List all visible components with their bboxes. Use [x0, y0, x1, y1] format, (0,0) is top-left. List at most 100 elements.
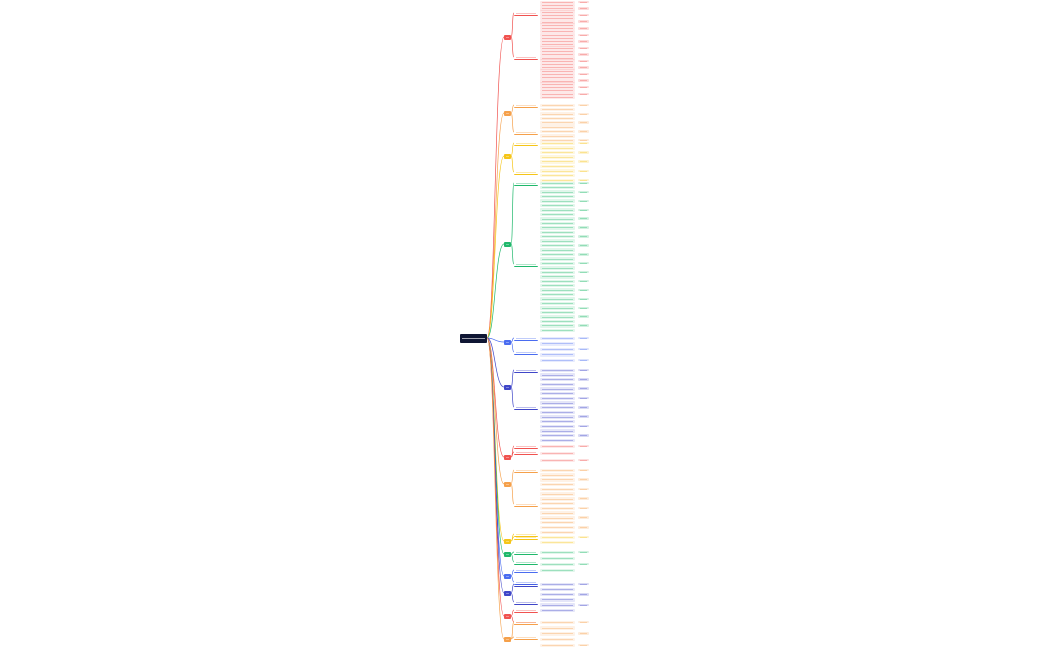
leaf-tag[interactable] [578, 20, 589, 23]
leaf-tag[interactable] [578, 396, 589, 400]
leaf-tag[interactable] [578, 526, 589, 529]
branch-node[interactable] [504, 454, 511, 460]
branch-node[interactable] [504, 34, 511, 40]
sub-label[interactable] [514, 263, 538, 267]
leaf-tag[interactable] [578, 387, 589, 390]
leaf-item[interactable] [540, 368, 575, 372]
sub-label[interactable] [514, 621, 538, 625]
leaf-item[interactable] [540, 33, 575, 37]
leaf-item[interactable] [540, 125, 575, 129]
leaf-item[interactable] [540, 217, 575, 221]
leaf-item[interactable] [540, 310, 575, 315]
leaf-item[interactable] [540, 608, 575, 612]
leaf-item[interactable] [540, 506, 575, 511]
sub-label[interactable] [514, 56, 538, 60]
leaf-tag[interactable] [578, 288, 589, 292]
sub-label[interactable] [514, 469, 538, 473]
leaf-tag[interactable] [578, 279, 589, 283]
leaf-item[interactable] [540, 150, 575, 155]
leaf-item[interactable] [540, 568, 575, 572]
leaf-item[interactable] [540, 424, 575, 428]
leaf-item[interactable] [540, 444, 575, 448]
leaf-item[interactable] [540, 82, 575, 86]
leaf-item[interactable] [540, 88, 575, 93]
leaf-item[interactable] [540, 43, 575, 47]
leaf-tag[interactable] [578, 66, 589, 69]
leaf-item[interactable] [540, 146, 575, 150]
leaf-item[interactable] [540, 178, 575, 182]
leaf-item[interactable] [540, 62, 575, 67]
leaf-item[interactable] [540, 239, 575, 243]
leaf-tag[interactable] [578, 306, 589, 310]
leaf-item[interactable] [540, 637, 575, 642]
leaf-tag[interactable] [578, 40, 589, 43]
leaf-item[interactable] [540, 79, 575, 83]
leaf-item[interactable] [540, 315, 575, 319]
leaf-tag[interactable] [578, 33, 589, 37]
leaf-tag[interactable] [578, 178, 589, 182]
sub-label[interactable] [514, 351, 538, 355]
leaf-item[interactable] [540, 419, 575, 424]
leaf-item[interactable] [540, 0, 575, 4]
leaf-item[interactable] [540, 266, 575, 270]
leaf-item[interactable] [540, 52, 575, 57]
branch-node[interactable] [504, 481, 511, 487]
leaf-item[interactable] [540, 324, 575, 328]
leaf-item[interactable] [540, 643, 575, 647]
leaf-item[interactable] [540, 173, 575, 178]
leaf-item[interactable] [540, 582, 575, 586]
leaf-tag[interactable] [578, 217, 589, 220]
leaf-tag[interactable] [578, 13, 589, 17]
branch-node[interactable] [504, 551, 511, 557]
leaf-item[interactable] [540, 116, 575, 121]
leaf-item[interactable] [540, 138, 575, 142]
sub-label[interactable] [514, 337, 538, 341]
leaf-item[interactable] [540, 164, 575, 169]
leaf-tag[interactable] [578, 378, 589, 381]
leaf-tag[interactable] [578, 497, 589, 500]
sub-label[interactable] [514, 551, 538, 555]
sub-label[interactable] [514, 451, 538, 455]
leaf-tag[interactable] [578, 190, 589, 194]
branch-node[interactable] [504, 613, 511, 619]
leaf-item[interactable] [540, 405, 575, 410]
leaf-tag[interactable] [578, 270, 589, 274]
leaf-item[interactable] [540, 603, 575, 607]
leaf-tag[interactable] [578, 0, 589, 4]
leaf-tag[interactable] [578, 506, 589, 510]
leaf-item[interactable] [540, 23, 575, 27]
leaf-item[interactable] [540, 36, 575, 41]
leaf-tag[interactable] [578, 458, 589, 462]
leaf-tag[interactable] [578, 632, 589, 635]
branch-node[interactable] [504, 384, 511, 390]
leaf-tag[interactable] [578, 112, 589, 116]
leaf-item[interactable] [540, 95, 575, 99]
leaf-item[interactable] [540, 3, 575, 8]
leaf-item[interactable] [540, 396, 575, 400]
leaf-item[interactable] [540, 288, 575, 292]
leaf-item[interactable] [540, 194, 575, 199]
leaf-tag[interactable] [578, 593, 589, 596]
leaf-tag[interactable] [578, 130, 589, 133]
leaf-tag[interactable] [578, 226, 589, 229]
root-node[interactable] [460, 334, 487, 343]
leaf-item[interactable] [540, 592, 575, 597]
leaf-item[interactable] [540, 26, 575, 31]
leaf-item[interactable] [540, 336, 575, 340]
leaf-item[interactable] [540, 10, 575, 14]
leaf-item[interactable] [540, 29, 575, 34]
leaf-tag[interactable] [578, 199, 589, 203]
leaf-tag[interactable] [578, 358, 589, 362]
leaf-item[interactable] [540, 20, 575, 24]
leaf-tag[interactable] [578, 59, 589, 63]
leaf-item[interactable] [540, 248, 575, 252]
leaf-tag[interactable] [578, 72, 589, 76]
leaf-item[interactable] [540, 103, 575, 107]
sub-label[interactable] [514, 12, 538, 16]
leaf-item[interactable] [540, 199, 575, 203]
leaf-tag[interactable] [578, 444, 589, 448]
leaf-item[interactable] [540, 59, 575, 63]
sub-label[interactable] [514, 561, 538, 565]
leaf-item[interactable] [540, 234, 575, 239]
leaf-item[interactable] [540, 487, 575, 492]
